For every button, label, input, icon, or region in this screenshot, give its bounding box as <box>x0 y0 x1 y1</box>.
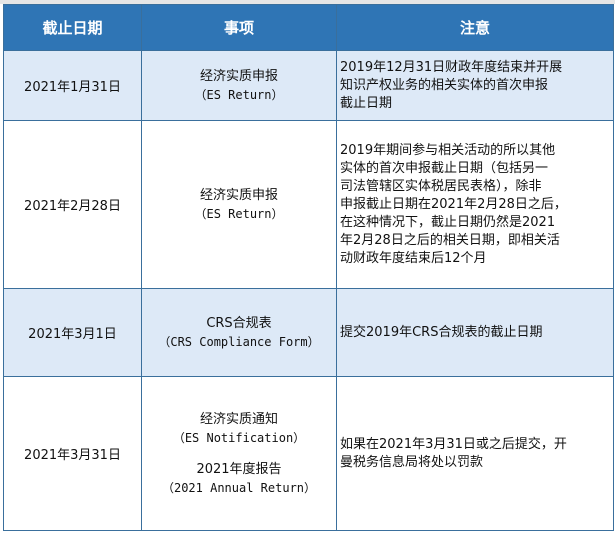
header-note: 注意 <box>336 4 614 51</box>
deadline-cell: 2021年3月1日 <box>3 288 142 377</box>
item-name: 经济实质申报 <box>199 68 278 84</box>
top-strip <box>0 0 615 4</box>
note-cell: 提交2019年CRS合规表的截止日期 <box>336 288 614 377</box>
header-deadline: 截止日期 <box>3 4 142 51</box>
note-line: 2019年期间参与相关活动的所以其他 <box>340 142 556 158</box>
note-line: 曼税务信息局将处以罚款 <box>340 454 484 470</box>
item-english-name: （2021 Annual Return） <box>161 480 317 495</box>
note-line: 动财政年度结束后12个月 <box>340 250 487 266</box>
note-line: 提交2019年CRS合规表的截止日期 <box>340 324 543 340</box>
deadline-table: 截止日期 事项 注意 2021年1月31日 经济实质申报 （ES Return） 20… <box>3 4 614 531</box>
note-line: 年2月28日之后的相关日期，即相关活 <box>340 232 560 248</box>
item-cell: 经济实质申报 （ES Return） <box>141 50 337 121</box>
note-cell: 2019年12月31日财政年度结束并开展 知识产权业务的相关实体的首次申报 截止日期 <box>336 50 614 121</box>
deadline-cell: 2021年1月31日 <box>3 50 142 121</box>
item-name: 2021年度报告 <box>196 461 282 477</box>
header-item: 事项 <box>141 4 337 51</box>
note-line: 如果在2021年3月31日或之后提交，开 <box>340 436 567 452</box>
note-line: 截止日期 <box>340 95 393 111</box>
item-cell: 经济实质申报 （ES Return） <box>141 120 337 289</box>
note-line: 知识产权业务的相关实体的首次申报 <box>340 77 549 93</box>
table-row: 2021年3月31日 经济实质通知 （ES Notification） 2021年度报… <box>3 376 614 531</box>
item-name: 经济实质申报 <box>199 187 278 203</box>
item-english-name: （ES Return） <box>194 206 284 221</box>
item-cell: CRS合规表 （CRS Compliance Form） <box>141 288 337 377</box>
item-name: 经济实质通知 <box>199 411 278 427</box>
deadline-cell: 2021年3月31日 <box>3 376 142 531</box>
note-line: 2019年12月31日财政年度结束并开展 <box>340 59 563 75</box>
note-cell: 2019年期间参与相关活动的所以其他 实体的首次申报截止日期（包括另一 司法管辖区实… <box>336 120 614 289</box>
note-cell: 如果在2021年3月31日或之后提交，开 曼税务信息局将处以罚款 <box>336 376 614 531</box>
item-name: CRS合规表 <box>206 315 272 331</box>
note-line: 在这种情况下，截止日期仍然是2021 <box>340 214 556 230</box>
item-english-name: （ES Notification） <box>172 430 306 445</box>
deadline-cell: 2021年2月28日 <box>3 120 142 289</box>
header-row: 截止日期 事项 注意 <box>3 4 614 51</box>
note-line: 实体的首次申报截止日期（包括另一 <box>340 160 549 176</box>
item-cell: 经济实质通知 （ES Notification） 2021年度报告 （2021 Ann… <box>141 376 337 531</box>
table-row: 2021年2月28日 经济实质申报 （ES Return） 2019年期间参与相关活动… <box>3 120 614 289</box>
item-english-name: （ES Return） <box>194 87 284 102</box>
item-english-name: （CRS Compliance Form） <box>158 334 320 349</box>
note-line: 司法管辖区实体税居民表格），除非 <box>340 178 542 194</box>
note-line: 申报截止日期在2021年2月28日之后， <box>340 196 567 212</box>
table-row: 2021年3月1日 CRS合规表 （CRS Compliance Form） 提交20… <box>3 288 614 377</box>
table-row: 2021年1月31日 经济实质申报 （ES Return） 2019年12月31日财政… <box>3 50 614 121</box>
